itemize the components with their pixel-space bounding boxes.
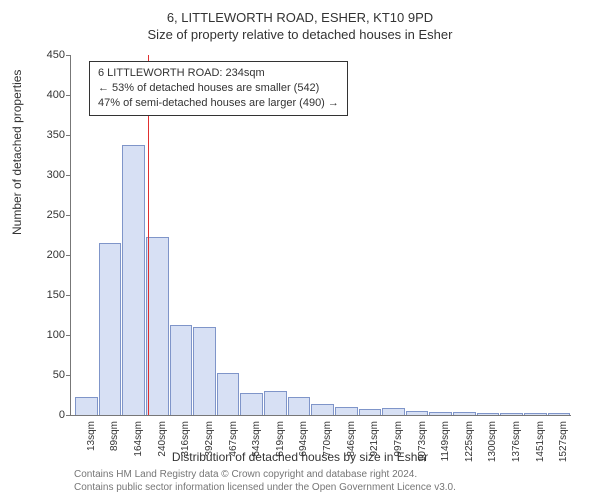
histogram-bar	[217, 373, 240, 415]
y-axis-label: Number of detached properties	[10, 70, 24, 235]
histogram-bar	[359, 409, 382, 415]
page-root: 6, LITTLEWORTH ROAD, ESHER, KT10 9PD Siz…	[0, 0, 600, 500]
y-tick-label: 100	[31, 329, 65, 341]
y-tick-label: 300	[31, 169, 65, 181]
histogram-bar	[122, 145, 145, 415]
histogram-bar	[477, 413, 500, 415]
histogram-bar	[264, 391, 287, 415]
y-tick-label: 50	[31, 369, 65, 381]
y-tick-mark	[66, 375, 71, 376]
plot-region: 6 LITTLEWORTH ROAD: 234sqm ← 53% of deta…	[70, 55, 571, 416]
histogram-bar	[406, 411, 429, 415]
histogram-bar	[170, 325, 193, 415]
histogram-bar	[382, 408, 405, 415]
y-tick-mark	[66, 95, 71, 96]
histogram-bar	[288, 397, 311, 415]
y-tick-label: 150	[31, 289, 65, 301]
y-tick-mark	[66, 215, 71, 216]
histogram-bar	[524, 413, 547, 415]
x-tick-label: 89sqm	[109, 421, 120, 451]
x-tick-label: 13sqm	[86, 421, 97, 451]
histogram-bar	[429, 412, 452, 415]
footer-attribution: Contains HM Land Registry data © Crown c…	[74, 468, 456, 494]
x-tick-slot: 1300sqm	[476, 417, 500, 477]
chart-area: 6 LITTLEWORTH ROAD: 234sqm ← 53% of deta…	[70, 55, 570, 415]
histogram-bar	[548, 413, 571, 415]
histogram-bar	[146, 237, 169, 415]
histogram-bar	[453, 412, 476, 415]
chart-title-line2: Size of property relative to detached ho…	[0, 25, 600, 42]
y-tick-mark	[66, 295, 71, 296]
histogram-bar	[99, 243, 122, 415]
y-tick-label: 250	[31, 209, 65, 221]
x-tick-slot: 1527sqm	[547, 417, 571, 477]
y-tick-mark	[66, 135, 71, 136]
y-tick-mark	[66, 175, 71, 176]
y-tick-label: 450	[31, 49, 65, 61]
histogram-bar	[75, 397, 98, 415]
x-tick-slot: 1376sqm	[499, 417, 523, 477]
histogram-bar	[311, 404, 334, 415]
footer-line-1: Contains HM Land Registry data © Crown c…	[74, 468, 456, 481]
annotation-line-1: 6 LITTLEWORTH ROAD: 234sqm	[98, 66, 339, 81]
histogram-bar	[500, 413, 523, 415]
x-axis-label: Distribution of detached houses by size …	[0, 450, 600, 464]
y-tick-mark	[66, 55, 71, 56]
annotation-line-2: ← 53% of detached houses are smaller (54…	[98, 81, 339, 96]
chart-title-line1: 6, LITTLEWORTH ROAD, ESHER, KT10 9PD	[0, 0, 600, 25]
y-tick-label: 350	[31, 129, 65, 141]
y-tick-label: 200	[31, 249, 65, 261]
histogram-bar	[240, 393, 263, 415]
x-tick-slot: 1451sqm	[523, 417, 547, 477]
footer-line-2: Contains public sector information licen…	[74, 481, 456, 494]
y-tick-label: 400	[31, 89, 65, 101]
y-tick-mark	[66, 335, 71, 336]
y-tick-mark	[66, 255, 71, 256]
histogram-bar	[335, 407, 358, 415]
annotation-line-3: 47% of semi-detached houses are larger (…	[98, 96, 339, 111]
y-tick-label: 0	[31, 409, 65, 421]
y-tick-mark	[66, 415, 71, 416]
histogram-bar	[193, 327, 216, 415]
annotation-box: 6 LITTLEWORTH ROAD: 234sqm ← 53% of deta…	[89, 61, 348, 116]
